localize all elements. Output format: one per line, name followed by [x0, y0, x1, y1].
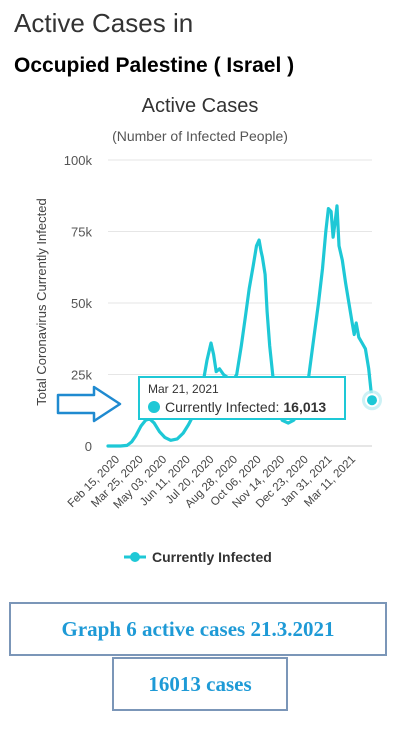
case-count-box: 16013 cases: [112, 657, 288, 711]
active-cases-chart: Active Cases (Number of Infected People)…: [0, 88, 400, 588]
page-heading-line1: Active Cases in: [14, 8, 194, 38]
legend-marker-icon: [130, 552, 140, 562]
tooltip-series-dot-icon: [148, 401, 160, 413]
tooltip-value: 16,013: [283, 399, 327, 415]
chart-canvas: Active Cases (Number of Infected People)…: [34, 95, 382, 565]
y-tick-label: 50k: [71, 296, 92, 311]
highlighted-data-point[interactable]: [365, 393, 379, 408]
chart-title: Active Cases: [142, 95, 259, 117]
legend-label: Currently Infected: [152, 549, 272, 565]
y-tick-label: 25k: [71, 368, 92, 383]
y-tick-label: 75k: [71, 225, 92, 240]
caption-box: Graph 6 active cases 21.3.2021: [9, 602, 387, 656]
y-tick-label: 100k: [64, 153, 93, 168]
pointer-arrow-icon: [56, 385, 122, 423]
y-tick-label: 0: [85, 439, 92, 454]
chart-tooltip: Mar 21, 2021 Currently Infected: 16,013: [138, 376, 346, 420]
chart-legend[interactable]: Currently Infected: [124, 549, 272, 565]
page-heading-line2: Occupied Palestine ( Israel ): [14, 54, 295, 77]
series-layer: [106, 204, 382, 448]
y-axis-label: Total Coronavirus Currently Infected: [34, 198, 49, 405]
tooltip-date: Mar 21, 2021: [148, 382, 219, 396]
grid-lines: [108, 159, 372, 447]
caption-text: Graph 6 active cases 21.3.2021: [61, 616, 335, 641]
case-count-text: 16013 cases: [148, 671, 252, 696]
y-axis-ticks: 0 25k 50k 75k 100k: [64, 153, 93, 454]
series-line-currently-infected[interactable]: [106, 204, 374, 448]
tooltip-label: Currently Infected:: [165, 399, 280, 415]
chart-subtitle: (Number of Infected People): [112, 128, 288, 144]
